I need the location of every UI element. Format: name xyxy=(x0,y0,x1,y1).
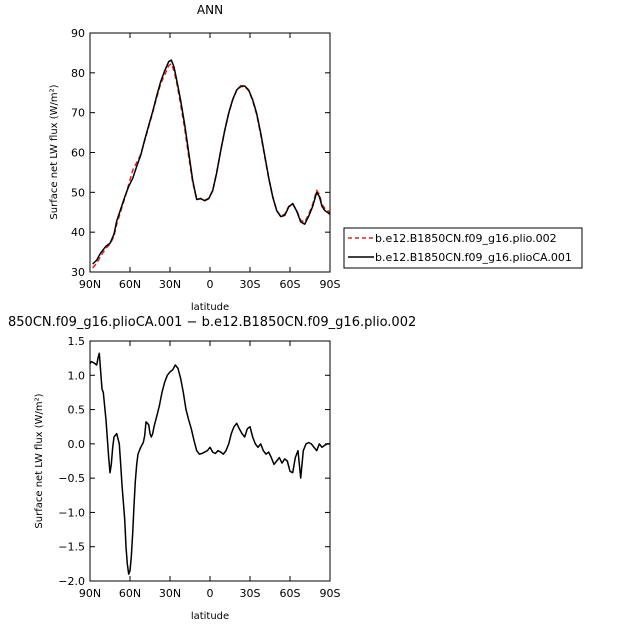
top-y-tick-label: 30 xyxy=(71,266,85,279)
top-panel: ANN 90N 60N 30N 0 30S 60S 90S 30 40 50 60 70 80 90 l… xyxy=(49,3,341,313)
top-y-tick-label: 50 xyxy=(71,186,85,199)
top-x-axis-label: latitude xyxy=(191,302,229,313)
bottom-y-tick-label: 1.5 xyxy=(68,335,86,348)
top-x-axis: 90N 60N 30N 0 30S 60S 90S xyxy=(79,33,341,291)
bottom-series-line-0 xyxy=(89,352,330,575)
legend-box xyxy=(343,227,583,269)
bottom-y-tick-label: −1.5 xyxy=(58,541,85,554)
bottom-y-tick-label: 1.0 xyxy=(68,369,86,382)
bottom-x-tick-label: 60N xyxy=(119,587,141,600)
legend-label-plioca-001: b.e12.B1850CN.f09_g16.plioCA.001 xyxy=(375,251,572,264)
bottom-x-tick-label: 0 xyxy=(207,587,214,600)
bottom-y-tick-label: −2.0 xyxy=(58,575,85,588)
top-y-tick-label: 70 xyxy=(71,107,85,120)
bottom-chart-title: 850CN.f09_g16.plioCA.001 − b.e12.B1850CN… xyxy=(8,315,416,330)
top-y-tick-label: 80 xyxy=(71,67,85,80)
bottom-x-tick-label: 30S xyxy=(240,587,261,600)
top-plot-frame xyxy=(89,32,331,273)
top-x-tick-label: 60N xyxy=(119,278,141,291)
bottom-panel-series xyxy=(89,352,330,575)
top-x-tick-label: 30S xyxy=(240,278,261,291)
top-x-tick-label: 90S xyxy=(320,278,341,291)
bottom-x-tick-label: 90N xyxy=(79,587,101,600)
bottom-x-tick-label: 60S xyxy=(280,587,301,600)
top-y-tick-label: 60 xyxy=(71,147,85,160)
bottom-x-axis-label: latitude xyxy=(191,611,229,622)
top-chart-title: ANN xyxy=(197,3,223,17)
bottom-y-tick-label: −0.5 xyxy=(58,472,85,485)
bottom-y-tick-label: 0.0 xyxy=(68,438,86,451)
bottom-x-tick-label: 30N xyxy=(159,587,181,600)
bottom-x-tick-label: 90S xyxy=(320,587,341,600)
bottom-y-axis-label: Surface net LW flux (W/m²) xyxy=(34,393,45,528)
top-x-tick-label: 30N xyxy=(159,278,181,291)
bottom-x-axis: 90N 60N 30N 0 30S 60S 90S xyxy=(79,341,341,600)
bottom-y-tick-label: −1.0 xyxy=(58,506,85,519)
top-y-axis: 30 40 50 60 70 80 90 xyxy=(71,27,330,279)
legend: b.e12.B1850CN.f09_g16.plio.002 b.e12.B18… xyxy=(343,227,583,269)
top-y-tick-label: 40 xyxy=(71,226,85,239)
legend-label-plio-002: b.e12.B1850CN.f09_g16.plio.002 xyxy=(375,232,557,245)
bottom-y-axis: −2.0 −1.5 −1.0 −0.5 0.0 0.5 1.0 1.5 xyxy=(58,335,330,588)
top-panel-series xyxy=(92,59,331,269)
bottom-y-tick-label: 0.5 xyxy=(68,404,86,417)
top-y-tick-label: 90 xyxy=(71,27,85,40)
top-y-axis-label: Surface net LW flux (W/m²) xyxy=(49,84,60,219)
top-series-line-0 xyxy=(92,62,331,269)
top-x-tick-label: 0 xyxy=(207,278,214,291)
top-series-line-1 xyxy=(92,59,331,265)
top-x-tick-label: 90N xyxy=(79,278,101,291)
bottom-panel: 850CN.f09_g16.plioCA.001 − b.e12.B1850CN… xyxy=(8,315,416,622)
top-x-tick-label: 60S xyxy=(280,278,301,291)
